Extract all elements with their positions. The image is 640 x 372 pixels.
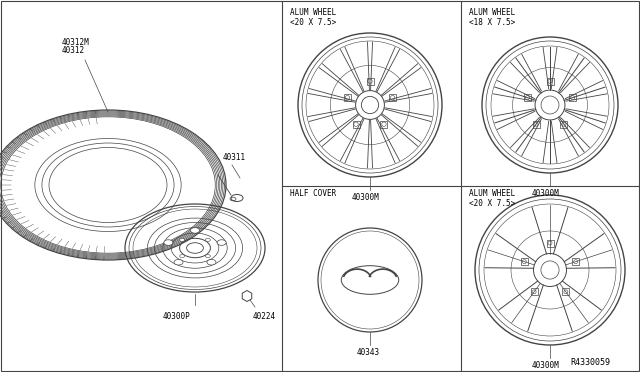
- Text: 40300M: 40300M: [532, 189, 560, 198]
- Text: 40300P: 40300P: [163, 312, 191, 321]
- Ellipse shape: [231, 195, 243, 202]
- Bar: [521, 258, 528, 265]
- Bar: [367, 78, 374, 85]
- Ellipse shape: [187, 243, 204, 253]
- Bar: [569, 94, 576, 101]
- Text: R4330059: R4330059: [570, 358, 610, 367]
- Bar: [344, 94, 351, 101]
- Text: ALUM WHEEL: ALUM WHEEL: [469, 8, 515, 17]
- Ellipse shape: [217, 240, 226, 246]
- Ellipse shape: [207, 259, 216, 265]
- Text: <20 X 7.5>: <20 X 7.5>: [469, 199, 515, 208]
- Text: 40311: 40311: [223, 153, 246, 162]
- Ellipse shape: [205, 238, 211, 241]
- Bar: [353, 121, 360, 128]
- Ellipse shape: [164, 240, 173, 246]
- Ellipse shape: [205, 254, 211, 257]
- Ellipse shape: [180, 238, 184, 241]
- Ellipse shape: [180, 254, 184, 257]
- Text: <18 X 7.5>: <18 X 7.5>: [469, 18, 515, 27]
- Polygon shape: [242, 291, 252, 301]
- Text: <20 X 7.5>: <20 X 7.5>: [290, 18, 336, 27]
- Bar: [561, 121, 568, 128]
- Ellipse shape: [191, 228, 200, 233]
- Bar: [572, 258, 579, 265]
- Text: ALUM WHEEL: ALUM WHEEL: [290, 8, 336, 17]
- Bar: [547, 78, 554, 85]
- Text: 40312: 40312: [62, 46, 85, 55]
- Bar: [389, 94, 396, 101]
- Bar: [532, 121, 540, 128]
- Bar: [547, 240, 554, 247]
- Text: HALF COVER: HALF COVER: [290, 189, 336, 198]
- Bar: [380, 121, 387, 128]
- Text: 40312M: 40312M: [62, 38, 90, 47]
- Bar: [524, 94, 531, 101]
- Text: 40224: 40224: [253, 312, 276, 321]
- Ellipse shape: [174, 259, 183, 265]
- Text: 40343: 40343: [357, 348, 380, 357]
- Bar: [563, 288, 570, 295]
- Text: 40300M: 40300M: [532, 361, 560, 370]
- Text: 40300M: 40300M: [352, 193, 380, 202]
- Bar: [531, 288, 538, 295]
- Text: ALUM WHEEL: ALUM WHEEL: [469, 189, 515, 198]
